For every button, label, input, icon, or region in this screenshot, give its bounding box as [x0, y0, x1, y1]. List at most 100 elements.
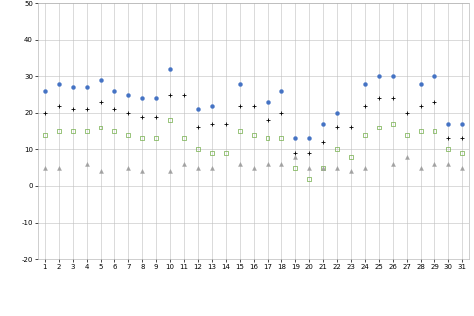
- Temperature(Min): [361, 132, 369, 137]
- Temperature(Max): [375, 74, 383, 79]
- Temperature(Avg): [55, 103, 63, 108]
- Temperature(Avg): [138, 114, 146, 119]
- Temperature(Max): [83, 85, 91, 90]
- Temperature(Max): [319, 121, 327, 126]
- Wind: [445, 161, 452, 167]
- Temperature(Min): [153, 136, 160, 141]
- Temperature(Avg): [389, 96, 397, 101]
- Temperature(Min): [458, 150, 466, 155]
- Wind: [83, 161, 91, 167]
- Wind: [389, 161, 397, 167]
- Wind: [278, 161, 285, 167]
- Temperature(Max): [361, 81, 369, 86]
- Temperature(Avg): [222, 121, 229, 126]
- Temperature(Max): [417, 81, 424, 86]
- Wind: [264, 161, 271, 167]
- Temperature(Avg): [431, 99, 438, 104]
- Temperature(Min): [166, 118, 174, 123]
- Temperature(Min): [138, 136, 146, 141]
- Temperature(Max): [69, 85, 76, 90]
- Temperature(Max): [55, 81, 63, 86]
- Temperature(Min): [445, 147, 452, 152]
- Wind: [180, 161, 188, 167]
- Wind: [361, 165, 369, 170]
- Temperature(Avg): [361, 103, 369, 108]
- Temperature(Max): [138, 96, 146, 101]
- Wind: [333, 165, 341, 170]
- Temperature(Avg): [180, 92, 188, 97]
- Temperature(Max): [305, 136, 313, 141]
- Temperature(Avg): [69, 107, 76, 112]
- Wind: [41, 165, 49, 170]
- Temperature(Min): [347, 154, 355, 159]
- Temperature(Avg): [305, 150, 313, 155]
- Temperature(Max): [445, 121, 452, 126]
- Temperature(Avg): [417, 103, 424, 108]
- Temperature(Max): [278, 88, 285, 94]
- Temperature(Min): [55, 129, 63, 134]
- Temperature(Max): [333, 110, 341, 115]
- Temperature(Avg): [125, 110, 132, 115]
- Wind: [417, 165, 424, 170]
- Temperature(Avg): [97, 99, 104, 104]
- Temperature(Min): [110, 129, 118, 134]
- Wind: [431, 161, 438, 167]
- Temperature(Avg): [264, 118, 271, 123]
- Temperature(Max): [208, 103, 216, 108]
- Temperature(Min): [389, 121, 397, 126]
- Temperature(Avg): [403, 110, 410, 115]
- Temperature(Avg): [166, 92, 174, 97]
- Temperature(Min): [333, 147, 341, 152]
- Temperature(Avg): [83, 107, 91, 112]
- Wind: [319, 165, 327, 170]
- Wind: [208, 165, 216, 170]
- Wind: [292, 154, 299, 159]
- Temperature(Max): [292, 136, 299, 141]
- Temperature(Avg): [333, 125, 341, 130]
- Temperature(Min): [403, 132, 410, 137]
- Temperature(Min): [264, 136, 271, 141]
- Temperature(Min): [222, 150, 229, 155]
- Temperature(Min): [180, 136, 188, 141]
- Temperature(Max): [194, 107, 202, 112]
- Temperature(Min): [375, 125, 383, 130]
- Temperature(Avg): [458, 136, 466, 141]
- Temperature(Avg): [347, 125, 355, 130]
- Temperature(Avg): [292, 150, 299, 155]
- Temperature(Max): [431, 74, 438, 79]
- Temperature(Max): [125, 92, 132, 97]
- Temperature(Min): [83, 129, 91, 134]
- Temperature(Avg): [208, 121, 216, 126]
- Temperature(Min): [97, 125, 104, 130]
- Temperature(Avg): [278, 110, 285, 115]
- Temperature(Avg): [236, 103, 244, 108]
- Temperature(Avg): [375, 96, 383, 101]
- Temperature(Avg): [250, 103, 257, 108]
- Temperature(Min): [125, 132, 132, 137]
- Temperature(Max): [41, 88, 49, 94]
- Wind: [97, 169, 104, 174]
- Wind: [236, 161, 244, 167]
- Temperature(Max): [97, 77, 104, 82]
- Temperature(Avg): [153, 114, 160, 119]
- Temperature(Min): [319, 165, 327, 170]
- Wind: [166, 169, 174, 174]
- Wind: [347, 169, 355, 174]
- Temperature(Min): [69, 129, 76, 134]
- Temperature(Max): [458, 121, 466, 126]
- Temperature(Min): [250, 132, 257, 137]
- Wind: [458, 165, 466, 170]
- Temperature(Avg): [194, 125, 202, 130]
- Temperature(Min): [431, 129, 438, 134]
- Temperature(Max): [389, 74, 397, 79]
- Temperature(Min): [278, 136, 285, 141]
- Wind: [125, 165, 132, 170]
- Wind: [55, 165, 63, 170]
- Temperature(Min): [208, 150, 216, 155]
- Temperature(Min): [417, 129, 424, 134]
- Wind: [403, 154, 410, 159]
- Wind: [250, 165, 257, 170]
- Temperature(Avg): [445, 136, 452, 141]
- Temperature(Min): [305, 176, 313, 181]
- Temperature(Avg): [319, 140, 327, 145]
